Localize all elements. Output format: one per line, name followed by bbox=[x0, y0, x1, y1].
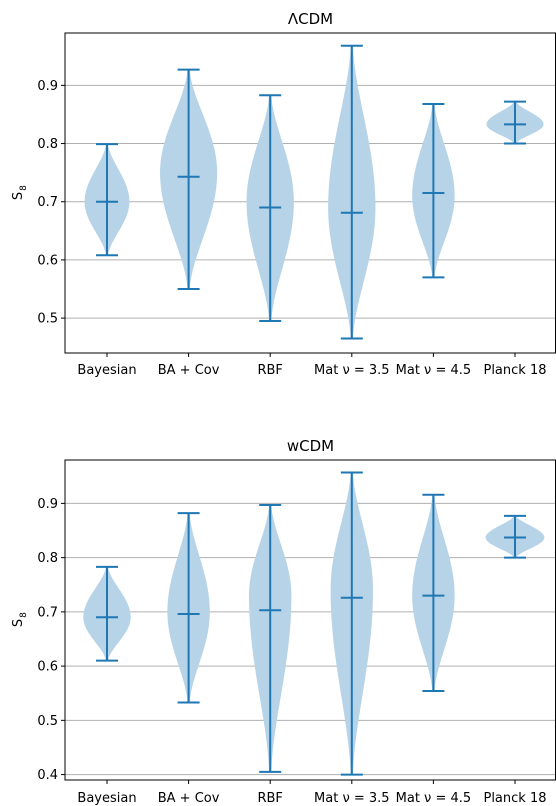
y-axis-label: S8 bbox=[11, 185, 29, 200]
chart-title: wCDM bbox=[287, 437, 334, 455]
y-axis-label-subscript: 8 bbox=[19, 612, 29, 618]
y-tick-label: 0.5 bbox=[37, 312, 58, 327]
y-axis-label: S8 bbox=[11, 612, 29, 627]
x-tick-label: Planck 18 bbox=[483, 363, 546, 378]
x-tick-label: Bayesian bbox=[77, 363, 136, 378]
y-tick-label: 0.9 bbox=[37, 79, 58, 94]
y-axis-label-subscript: 8 bbox=[19, 185, 29, 191]
chart-title: ΛCDM bbox=[288, 10, 333, 28]
x-tick-label: Mat ν = 3.5 bbox=[314, 791, 390, 806]
chart-panel-lcdm: 0.5 0.6 0.7 0.8 0.9 Bayesian BA + Cov RBF Mat ν … bbox=[11, 10, 556, 378]
axes-frame bbox=[64, 459, 556, 781]
y-tick-label: 0.4 bbox=[37, 768, 58, 783]
x-tick-label: Mat ν = 4.5 bbox=[396, 363, 472, 378]
y-axis-label-text: S bbox=[11, 619, 26, 627]
x-tick-label: BA + Cov bbox=[158, 791, 220, 806]
y-tick-label: 0.6 bbox=[37, 253, 58, 268]
y-tick-label: 0.8 bbox=[37, 137, 58, 152]
axes-frame bbox=[64, 32, 556, 354]
y-tick-label: 0.9 bbox=[37, 497, 58, 512]
y-tick-label: 0.6 bbox=[37, 660, 58, 675]
x-tick-label: Mat ν = 4.5 bbox=[396, 791, 472, 806]
y-tick-label: 0.5 bbox=[37, 714, 58, 729]
x-tick-label: RBF bbox=[257, 363, 282, 378]
x-tick-label: Mat ν = 3.5 bbox=[314, 363, 390, 378]
x-tick-label: Planck 18 bbox=[483, 791, 546, 806]
y-axis-label-text: S bbox=[11, 192, 26, 200]
x-tick-label: Bayesian bbox=[77, 791, 136, 806]
y-tick-label: 0.7 bbox=[37, 195, 58, 210]
chart-panel-wcdm: 0.4 0.5 0.6 0.7 0.8 0.9 Bayesian BA + Cov RBF Mat… bbox=[11, 437, 556, 806]
x-tick-label: BA + Cov bbox=[158, 363, 220, 378]
y-tick-label: 0.8 bbox=[37, 551, 58, 566]
y-tick-label: 0.7 bbox=[37, 605, 58, 620]
x-tick-label: RBF bbox=[257, 791, 282, 806]
